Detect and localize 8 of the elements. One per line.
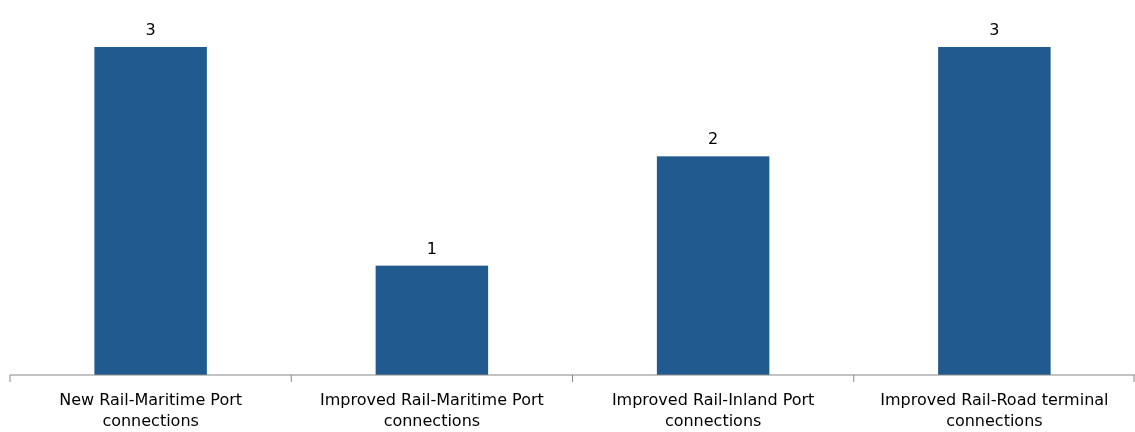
x-tick-label: New Rail-Maritime Port connections [59, 390, 243, 430]
data-label: 2 [708, 129, 719, 149]
x-tick-label: Improved Rail-Road terminal connections [880, 390, 1109, 430]
x-tick-label: Improved Rail-Maritime Port connections [319, 390, 544, 430]
data-label: 3 [145, 20, 156, 39]
x-tick-label: Improved Rail-Inland Port connections [611, 390, 815, 430]
data-label: 1 [426, 238, 437, 258]
data-label: 3 [989, 20, 1000, 39]
